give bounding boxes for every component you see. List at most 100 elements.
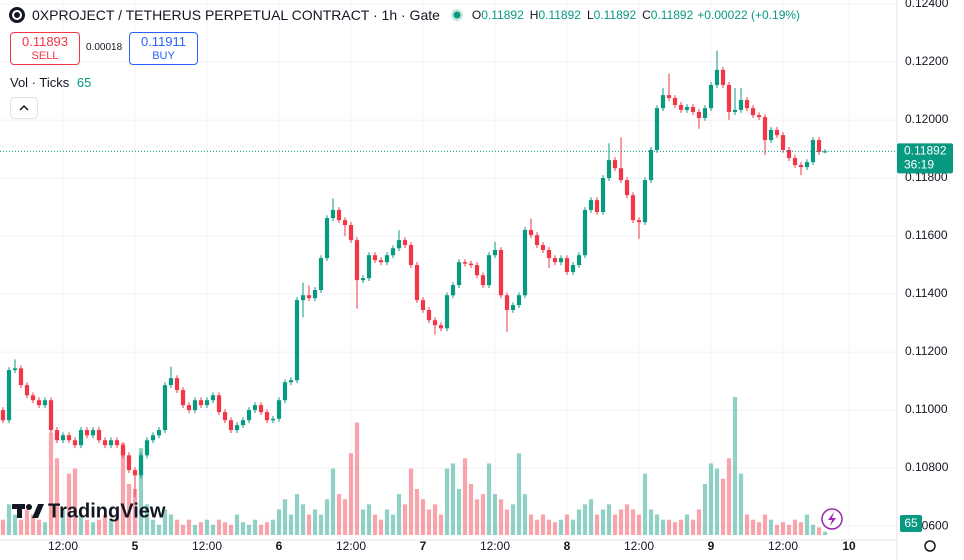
ohlc-value: 0.11892 (481, 8, 524, 22)
candle-body (408, 245, 414, 266)
candle-body (306, 295, 312, 299)
volume-bar (534, 519, 540, 535)
volume-bar (438, 514, 444, 535)
volume-bar (708, 463, 714, 535)
volume-bar (732, 397, 738, 535)
candle-body (204, 400, 210, 406)
candle-body (804, 162, 810, 168)
candle-body (336, 209, 342, 221)
candle-body (558, 258, 564, 263)
candle-body (642, 180, 648, 223)
candle-body (348, 225, 354, 241)
candle-body (198, 400, 204, 406)
candle-body (234, 425, 240, 431)
candle-body (672, 98, 678, 105)
candle-body (768, 129, 774, 141)
candle-body (132, 470, 138, 476)
volume-bar (114, 517, 120, 535)
axes: 0.12400 0.12200 0.12000 0.11800 0.11600 0.114… (48, 0, 953, 553)
sell-label: SELL (31, 50, 59, 62)
volume-bar (234, 514, 240, 535)
volume-bar (648, 509, 654, 535)
x-tick-label: 10 (842, 539, 856, 553)
volume-bar (420, 499, 426, 535)
volume-bar (504, 509, 510, 535)
candle-body (744, 100, 750, 109)
buy-label: BUY (152, 50, 175, 62)
sell-button[interactable]: 0.11893 SELL (10, 32, 80, 65)
indicator-name: Vol · Ticks (10, 75, 70, 90)
candle-body (372, 255, 378, 261)
buy-button[interactable]: 0.11911 BUY (129, 32, 198, 65)
volume-bar (690, 519, 696, 535)
candle-body (750, 108, 756, 116)
candle-body (360, 278, 366, 281)
volume-bar (768, 519, 774, 535)
candle-body (504, 295, 510, 311)
volume-bar (516, 453, 522, 535)
candle-body (150, 435, 156, 441)
volume-bar (366, 504, 372, 535)
ohlc-value: 0.11892 (538, 8, 581, 22)
header: 0XPROJECT / TETHERUS PERPETUAL CONTRACT … (8, 6, 800, 24)
ohlc-value: 0.11892 (593, 8, 637, 22)
candle-body (24, 385, 30, 396)
volume-bar (492, 494, 498, 535)
ohlc-value: 0.11892 (650, 8, 694, 22)
candle-body (108, 440, 114, 446)
volume-bar (666, 519, 672, 535)
candle-body (648, 149, 654, 181)
volume-bar (738, 473, 744, 535)
volume-bar (480, 494, 486, 535)
candle-body (258, 405, 264, 413)
candle-body (576, 255, 582, 266)
volume-bar (180, 524, 186, 535)
candle-body (438, 325, 444, 329)
candle-body (0, 410, 6, 421)
candle-body (516, 295, 522, 306)
candle-body (156, 430, 162, 436)
volume-bar (306, 514, 312, 535)
volume-bar (138, 448, 144, 535)
watermark: TradingView (48, 500, 166, 522)
volume-bar (702, 483, 708, 535)
settings-icon[interactable] (924, 540, 936, 552)
candle-body (540, 245, 546, 250)
volume-bar (756, 522, 762, 535)
candle-body (78, 430, 84, 446)
volume-bar (684, 514, 690, 535)
x-tick-label: 8 (564, 539, 571, 553)
candle-body (36, 400, 42, 406)
candle-body (492, 249, 498, 256)
volume-bar (120, 443, 126, 535)
volume-bar (450, 463, 456, 535)
candle-body (390, 248, 396, 256)
candle-body (318, 258, 324, 291)
candle-body (378, 260, 384, 263)
volume-bar (132, 489, 138, 535)
candle-body (618, 168, 624, 181)
candle-body (144, 440, 150, 456)
volume-bar (72, 468, 78, 535)
y-tick-label: 0.11000 (905, 402, 948, 416)
candle-body (60, 435, 66, 441)
candle-body (18, 368, 24, 386)
volume-bar (402, 504, 408, 535)
collapse-button[interactable] (10, 97, 38, 119)
volume-bar (0, 519, 6, 535)
candle-body (690, 107, 696, 112)
candle-body (102, 440, 108, 446)
candle-body (762, 117, 768, 141)
volume-bar (186, 519, 192, 535)
candle-body (606, 160, 612, 179)
volume-bar (462, 458, 468, 535)
candle-body (96, 430, 102, 441)
candle-body (678, 104, 684, 110)
candle-body (300, 295, 306, 301)
candle-body (522, 229, 528, 296)
y-tick-label: 0.11600 (905, 228, 948, 242)
volume-bar (42, 522, 48, 535)
candle-body (420, 300, 426, 311)
volume-bar (564, 514, 570, 535)
candle-body (216, 395, 222, 413)
